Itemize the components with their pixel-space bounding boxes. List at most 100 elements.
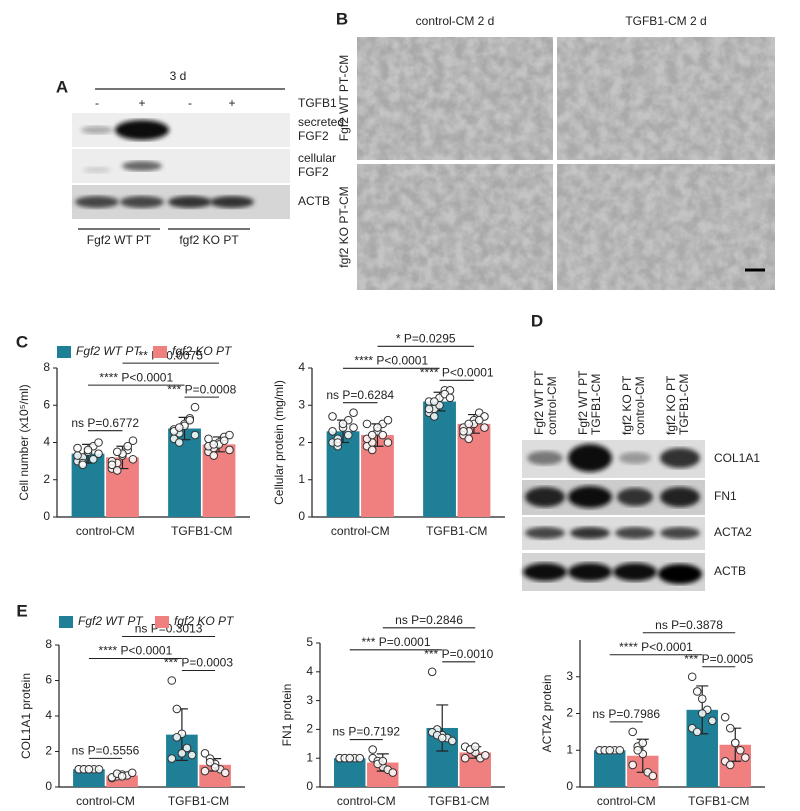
- y-axis-label: Cellular protein (mg/ml): [272, 380, 286, 505]
- data-point: [470, 742, 480, 751]
- lane-label: Fgf2 WT PT: [532, 370, 546, 435]
- y-tick-label: 0: [43, 509, 50, 523]
- lane-label: control-CM: [545, 376, 559, 435]
- data-point: [437, 733, 447, 743]
- significance-label: **** P<0.0001: [420, 366, 494, 380]
- data-point: [200, 748, 210, 758]
- data-point: [345, 753, 355, 763]
- column-label: control-CM 2 d: [416, 14, 495, 28]
- data-point: [692, 687, 702, 696]
- data-point: [167, 754, 177, 763]
- band: [568, 444, 612, 472]
- data-point: [107, 460, 117, 470]
- data-point: [333, 438, 343, 447]
- legend-label: Fgf2 WT PT: [76, 344, 142, 358]
- micrograph-texture: [357, 164, 553, 290]
- band: [83, 167, 111, 173]
- data-point: [225, 445, 234, 455]
- data-point: [615, 745, 625, 755]
- panel-label: C: [16, 332, 28, 351]
- lane-label: fgf2 KO PT: [620, 375, 634, 435]
- row-label: fgf2 KO PT-CM: [337, 186, 351, 267]
- y-tick-label: 0: [298, 509, 305, 523]
- significance-label: **** P<0.0001: [99, 644, 173, 658]
- data-point: [480, 423, 489, 432]
- significance-label: *** P=0.0003: [164, 656, 233, 670]
- band: [617, 488, 653, 506]
- y-tick-label: 2: [566, 706, 573, 720]
- x-tick-label: control-CM: [76, 524, 135, 538]
- y-tick-label: 2: [45, 744, 52, 758]
- data-point: [429, 412, 439, 421]
- data-point: [367, 430, 377, 440]
- y-tick-label: 4: [306, 664, 313, 678]
- y-tick-label: 1: [298, 472, 305, 486]
- data-point: [741, 753, 750, 762]
- row-label: FGF2: [298, 129, 329, 143]
- data-point: [88, 454, 98, 464]
- x-tick-label: TGFB1-CM: [168, 794, 229, 808]
- x-tick-label: control-CM: [331, 524, 390, 538]
- legend-label: fgf2 KO PT: [172, 344, 233, 358]
- band: [210, 196, 254, 208]
- y-tick-label: 0: [45, 779, 52, 793]
- significance-label: ns P=0.6284: [326, 388, 394, 402]
- data-point: [697, 709, 707, 718]
- y-axis-label: ACTA2 protein: [540, 675, 554, 753]
- x-tick-label: TGFB1-CM: [428, 794, 489, 808]
- significance-label: **** P<0.0001: [619, 640, 693, 654]
- x-tick-label: TGFB1-CM: [688, 794, 749, 808]
- data-point: [445, 393, 455, 403]
- lane-label: TGFB1-CM: [589, 374, 603, 435]
- data-point: [94, 764, 104, 774]
- data-point: [464, 419, 474, 429]
- band: [568, 486, 612, 508]
- data-point: [378, 756, 388, 766]
- significance-label: ns P=0.3013: [135, 622, 203, 636]
- micrograph-texture: [357, 37, 553, 160]
- row-label: Fgf2 WT PT-CM: [337, 55, 351, 141]
- data-point: [190, 402, 200, 412]
- band: [570, 527, 610, 539]
- x-tick-label: control-CM: [337, 794, 396, 808]
- row-label: FGF2: [298, 165, 329, 179]
- data-point: [464, 434, 474, 444]
- y-tick-label: 3: [566, 669, 573, 683]
- y-tick-label: 2: [306, 722, 313, 736]
- data-point: [219, 436, 229, 445]
- data-point: [190, 430, 200, 440]
- band: [527, 451, 563, 465]
- data-point: [127, 768, 137, 778]
- time-label: 3 d: [170, 69, 187, 83]
- bar: [334, 758, 366, 787]
- band: [525, 527, 565, 539]
- row-label: cellular: [298, 151, 336, 165]
- x-tick-label: TGFB1-CM: [171, 524, 232, 538]
- y-axis-label: Cell number (x10⁵/ml): [17, 384, 31, 500]
- data-point: [78, 460, 88, 470]
- data-point: [735, 745, 745, 755]
- column-label: TGFB1-CM 2 d: [625, 14, 706, 28]
- y-tick-label: 1: [306, 750, 313, 764]
- y-tick-label: 0: [566, 779, 573, 793]
- group-label: fgf2 KO PT: [179, 233, 239, 247]
- data-point: [112, 466, 122, 475]
- row-label: FN1: [714, 489, 737, 503]
- y-tick-label: 2: [43, 472, 50, 486]
- y-tick-label: 0: [306, 779, 313, 793]
- data-point: [349, 423, 358, 432]
- y-tick-label: 8: [45, 637, 52, 651]
- data-point: [424, 404, 434, 414]
- treatment-label: TGFB1: [298, 96, 337, 110]
- row-label: COL1A1: [714, 451, 760, 465]
- data-point: [167, 676, 177, 685]
- data-point: [708, 716, 717, 726]
- data-point: [225, 430, 234, 440]
- data-point: [388, 768, 398, 777]
- lane-label: TGFB1-CM: [677, 374, 691, 435]
- band: [613, 563, 657, 581]
- data-point: [378, 430, 388, 440]
- lane-label: fgf2 KO PT: [664, 375, 678, 435]
- band: [525, 487, 565, 507]
- x-tick-label: control-CM: [76, 794, 135, 808]
